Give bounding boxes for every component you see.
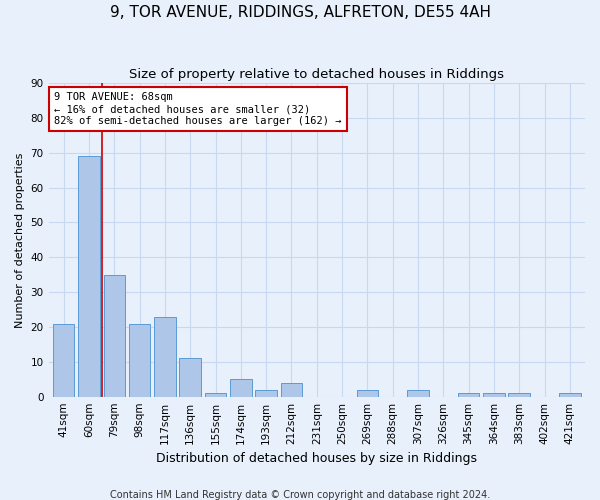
Bar (483, 393, 505, 396)
Bar (53, 324, 74, 396)
X-axis label: Distribution of detached houses by size in Riddings: Distribution of detached houses by size … (156, 452, 477, 465)
Bar (179, 358, 201, 397)
Title: Size of property relative to detached houses in Riddings: Size of property relative to detached ho… (129, 68, 504, 80)
Bar (154, 316, 176, 396)
Bar (458, 393, 479, 396)
Bar (104, 274, 125, 396)
Bar (78, 156, 100, 396)
Text: 9 TOR AVENUE: 68sqm
← 16% of detached houses are smaller (32)
82% of semi-detach: 9 TOR AVENUE: 68sqm ← 16% of detached ho… (54, 92, 341, 126)
Bar (129, 324, 151, 396)
Bar (407, 390, 429, 396)
Bar (508, 393, 530, 396)
Bar (205, 393, 226, 396)
Text: 9, TOR AVENUE, RIDDINGS, ALFRETON, DE55 4AH: 9, TOR AVENUE, RIDDINGS, ALFRETON, DE55 … (110, 5, 491, 20)
Y-axis label: Number of detached properties: Number of detached properties (15, 152, 25, 328)
Bar (559, 393, 581, 396)
Bar (281, 382, 302, 396)
Bar (256, 390, 277, 396)
Bar (356, 390, 378, 396)
Text: Contains HM Land Registry data © Crown copyright and database right 2024.: Contains HM Land Registry data © Crown c… (110, 490, 490, 500)
Bar (230, 380, 251, 396)
